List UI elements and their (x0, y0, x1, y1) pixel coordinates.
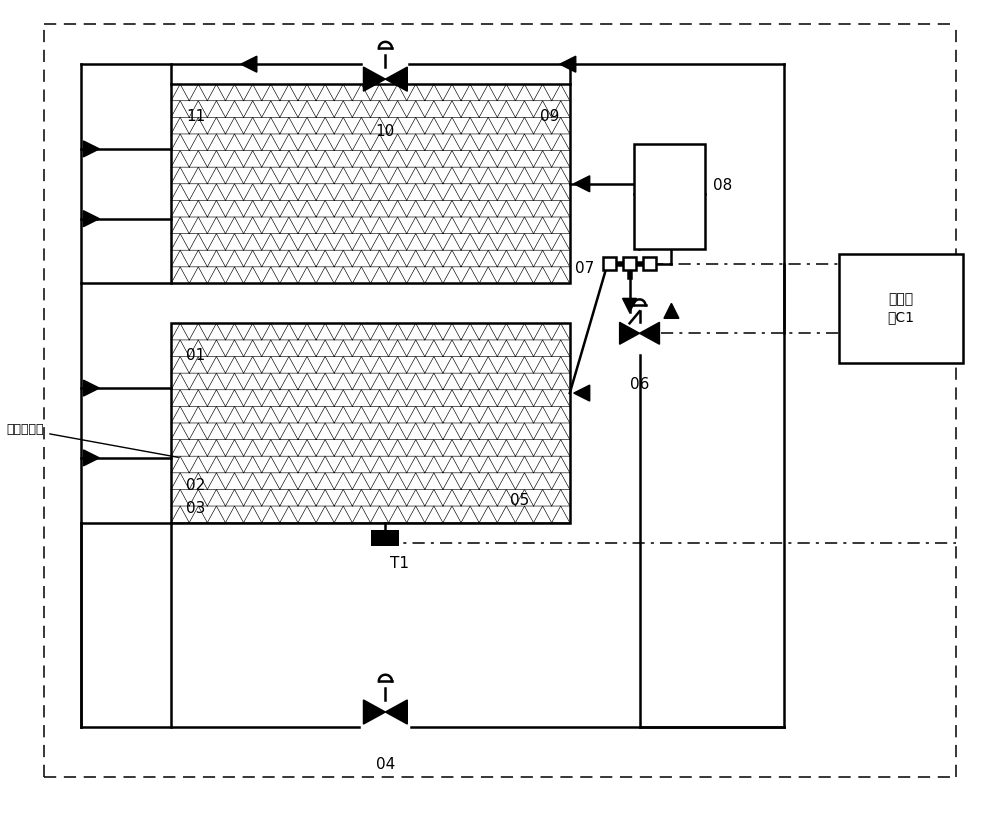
Polygon shape (83, 141, 99, 157)
Text: 11: 11 (186, 109, 205, 124)
Text: 06: 06 (630, 377, 649, 392)
Text: 03: 03 (186, 501, 205, 516)
Bar (171, 84, 570, 283)
Polygon shape (664, 303, 679, 318)
Text: 07: 07 (575, 261, 594, 276)
Polygon shape (560, 56, 576, 72)
Text: 04: 04 (376, 757, 395, 772)
Polygon shape (83, 211, 99, 227)
Polygon shape (385, 700, 407, 724)
Bar (634, 144, 705, 248)
Polygon shape (83, 450, 99, 466)
Bar (643, 257, 656, 270)
Bar (839, 253, 963, 363)
Bar (371, 530, 399, 546)
Bar (603, 257, 616, 270)
Text: 09: 09 (540, 109, 559, 124)
Polygon shape (574, 385, 590, 401)
Text: 02: 02 (186, 478, 205, 493)
Polygon shape (363, 67, 385, 91)
Polygon shape (83, 380, 99, 396)
Text: T1: T1 (390, 556, 409, 571)
Text: 控制模
块C1: 控制模 块C1 (888, 292, 915, 325)
Text: 05: 05 (510, 493, 529, 508)
Bar (171, 323, 570, 522)
Text: 01: 01 (186, 348, 205, 363)
Text: 10: 10 (376, 124, 395, 139)
Polygon shape (574, 176, 590, 192)
Polygon shape (241, 56, 257, 72)
Text: 制冷剂通道: 制冷剂通道 (7, 423, 178, 457)
Polygon shape (385, 67, 407, 91)
Polygon shape (640, 322, 659, 344)
Polygon shape (363, 700, 385, 724)
Text: 08: 08 (713, 178, 733, 193)
Polygon shape (623, 298, 637, 312)
Bar (623, 257, 636, 270)
Polygon shape (620, 322, 640, 344)
